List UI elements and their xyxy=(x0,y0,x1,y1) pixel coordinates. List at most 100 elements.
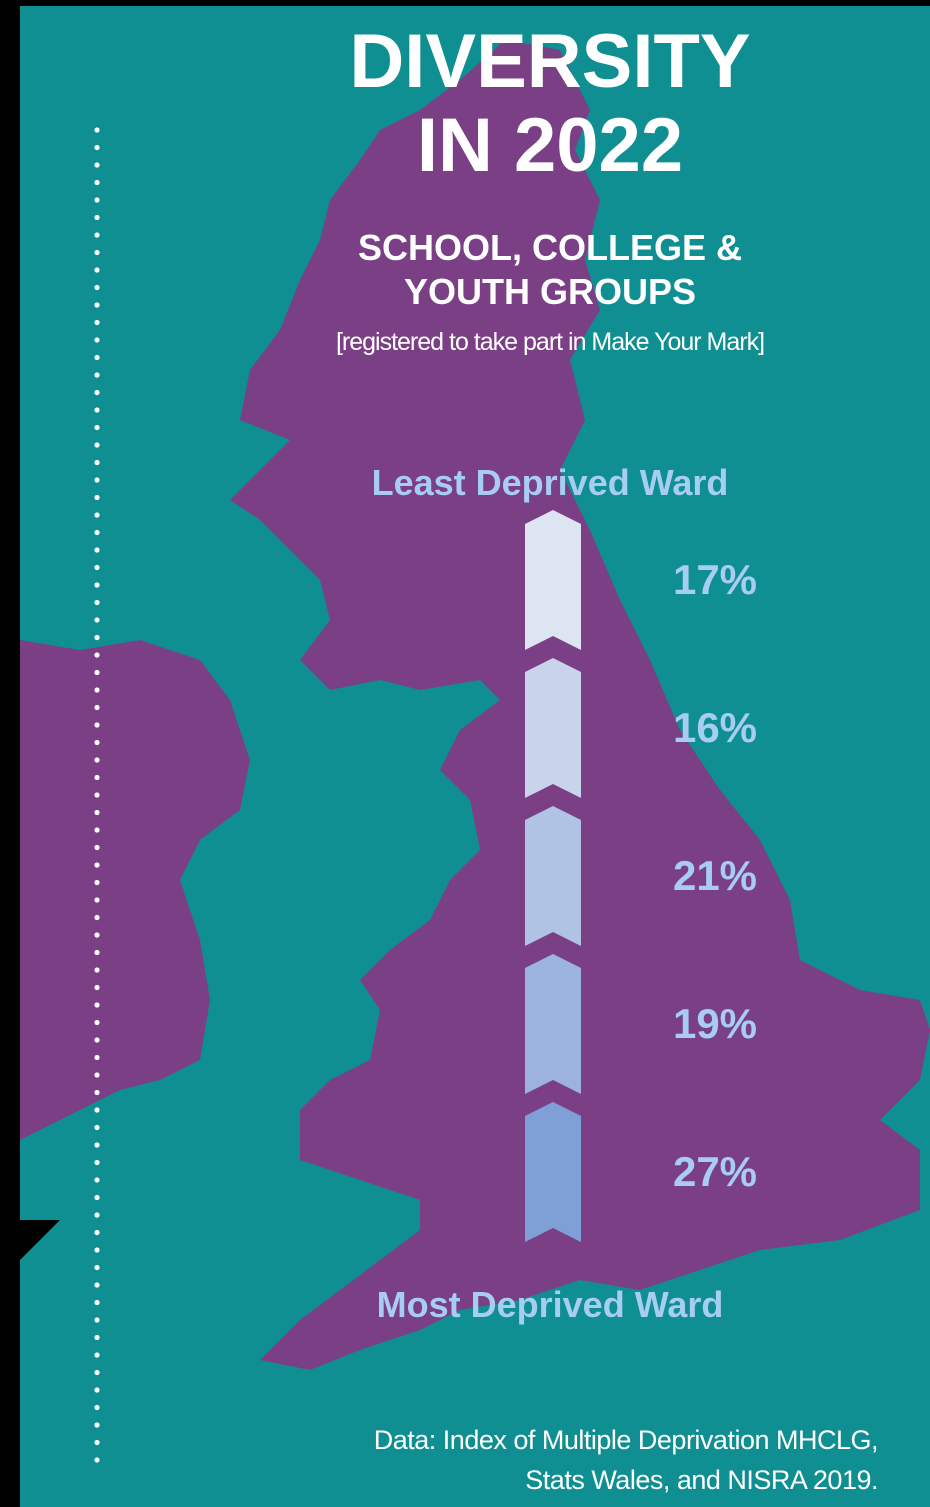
dot xyxy=(94,424,100,431)
dot xyxy=(94,1422,100,1428)
dot xyxy=(94,984,100,991)
dot xyxy=(94,1387,100,1393)
subtitle: SCHOOL, COLLEGE & YOUTH GROUPS xyxy=(300,226,800,314)
dot xyxy=(94,389,100,396)
dot xyxy=(94,547,100,553)
most-deprived-label: Most Deprived Ward xyxy=(376,1284,724,1325)
dot xyxy=(94,967,100,973)
dot xyxy=(94,599,100,606)
page-title: DIVERSITY IN 2022 xyxy=(300,20,800,188)
dot xyxy=(94,652,100,658)
dot xyxy=(94,267,100,273)
arrow-segment-1 xyxy=(525,510,581,650)
subtitle-line-2: YOUTH GROUPS xyxy=(403,271,697,312)
dot xyxy=(94,809,100,816)
dot xyxy=(94,897,100,903)
dot xyxy=(94,564,100,571)
dot xyxy=(94,1107,100,1113)
black-corner xyxy=(0,1220,60,1280)
dot xyxy=(94,127,100,133)
dot xyxy=(94,862,100,868)
dot xyxy=(94,1037,100,1043)
dot xyxy=(94,459,100,466)
dot xyxy=(94,774,100,781)
dot xyxy=(94,1177,100,1183)
dot xyxy=(94,1299,100,1306)
dot xyxy=(94,792,100,798)
dot xyxy=(94,617,100,623)
value-label-3: 21% xyxy=(673,852,757,899)
dot xyxy=(94,1247,100,1253)
dot xyxy=(94,722,100,728)
dot xyxy=(94,1054,100,1061)
dotted-vertical-line xyxy=(94,127,100,1463)
dot xyxy=(94,739,100,746)
arrow-segment-4 xyxy=(525,954,581,1094)
dot xyxy=(94,337,100,343)
dot xyxy=(94,354,100,361)
dot xyxy=(94,704,100,711)
dot xyxy=(94,512,100,518)
title-line-2: IN 2022 xyxy=(416,103,684,188)
dot xyxy=(94,372,100,378)
value-label-5: 27% xyxy=(673,1148,757,1195)
dot xyxy=(94,1159,100,1166)
dot xyxy=(94,1334,100,1341)
dot xyxy=(94,232,100,238)
dot xyxy=(94,477,100,483)
dot xyxy=(94,844,100,851)
dot xyxy=(94,1404,100,1411)
dot xyxy=(94,284,100,291)
dot xyxy=(94,1019,100,1026)
dot xyxy=(94,407,100,413)
dot xyxy=(94,914,100,921)
dot xyxy=(94,319,100,326)
source-line-2: Stats Wales, and NISRA 2019. xyxy=(525,1465,878,1495)
dot xyxy=(94,932,100,938)
arrow-segment-5 xyxy=(525,1102,581,1242)
value-label-4: 19% xyxy=(673,1000,757,1047)
value-label-2: 16% xyxy=(673,704,757,751)
data-source: Data: Index of Multiple Deprivation MHCL… xyxy=(373,1420,879,1500)
dot xyxy=(94,827,100,833)
dot xyxy=(94,687,100,693)
dot xyxy=(94,1194,100,1201)
dot xyxy=(94,144,100,151)
value-labels: 17% 16% 21% 19% 27% xyxy=(673,556,757,1195)
title-line-1: DIVERSITY xyxy=(349,19,751,104)
dot xyxy=(94,1282,100,1288)
dot xyxy=(94,197,100,203)
subtitle-line-1: SCHOOL, COLLEGE & xyxy=(357,227,742,268)
dot xyxy=(94,949,100,956)
least-deprived-label: Least Deprived Ward xyxy=(371,462,729,503)
dot xyxy=(94,1072,100,1078)
dot xyxy=(94,442,100,448)
dot xyxy=(94,1369,100,1376)
dot xyxy=(94,757,100,763)
dot xyxy=(94,1002,100,1008)
dot xyxy=(94,1124,100,1131)
registration-note: [registered to take part in Make Your Ma… xyxy=(335,328,765,356)
dot xyxy=(94,1457,100,1463)
arrow-segment-2 xyxy=(525,658,581,798)
dot xyxy=(94,1439,100,1446)
ireland-shape xyxy=(20,640,250,1140)
arrow-segment-3 xyxy=(525,806,581,946)
dot xyxy=(94,179,100,186)
value-label-1: 17% xyxy=(673,556,757,603)
dot xyxy=(94,302,100,308)
dot xyxy=(94,162,100,168)
source-line-1: Data: Index of Multiple Deprivation MHCL… xyxy=(373,1425,879,1455)
dot xyxy=(94,582,100,588)
dot xyxy=(94,1317,100,1323)
dot xyxy=(94,1352,100,1358)
dot xyxy=(94,1264,100,1271)
dot xyxy=(94,1212,100,1218)
dot xyxy=(94,494,100,501)
dot xyxy=(94,529,100,536)
dot xyxy=(94,879,100,886)
dot xyxy=(94,1142,100,1148)
dot xyxy=(94,1229,100,1236)
